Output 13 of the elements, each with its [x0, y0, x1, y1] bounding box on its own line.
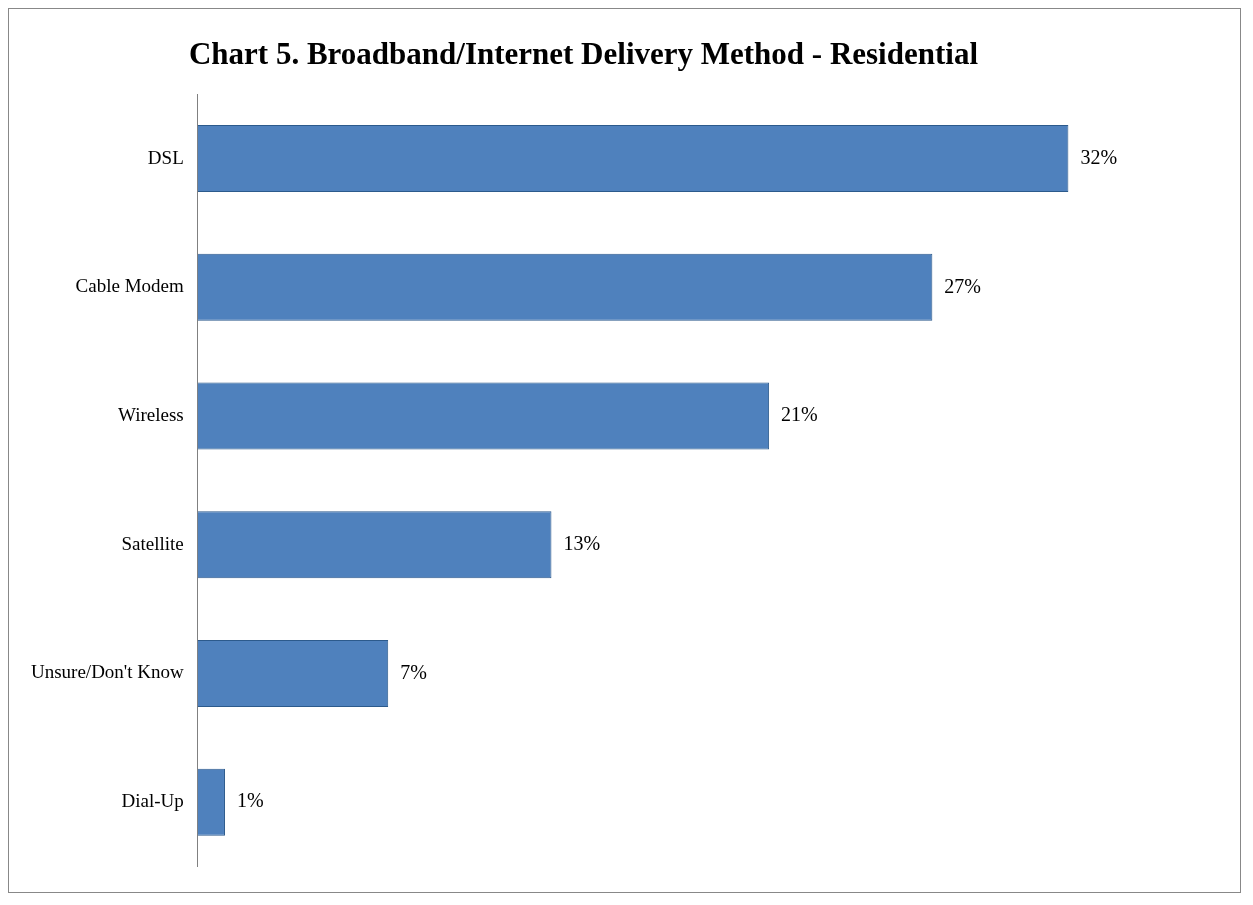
chart-title: Chart 5. Broadband/Internet Delivery Method - Residential: [188, 35, 979, 71]
data-label: 13%: [563, 532, 601, 555]
y-tick-label: Unsure/Don't Know: [30, 661, 185, 683]
data-label: 32%: [1080, 145, 1118, 168]
data-label: 1%: [236, 789, 264, 812]
y-tick-label: Cable Modem: [75, 275, 184, 297]
y-tick-label: Satellite: [121, 532, 184, 554]
y-tick-label: Dial-Up: [121, 790, 184, 812]
data-label: 27%: [944, 274, 982, 297]
data-label: 7%: [400, 660, 427, 683]
y-tick-label: DSL: [147, 146, 184, 168]
data-label: 21%: [781, 403, 818, 426]
y-tick-label: Wireless: [118, 404, 184, 426]
